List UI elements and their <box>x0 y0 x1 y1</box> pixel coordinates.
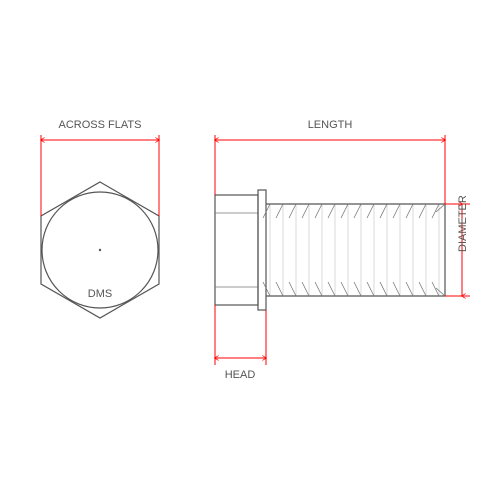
dim-head: HEAD <box>215 305 266 381</box>
label-dms: DMS <box>88 288 112 300</box>
threads <box>263 204 439 296</box>
dim-length: LENGTH <box>215 119 445 204</box>
shank-outline <box>266 204 445 296</box>
label-across-flats: ACROSS FLATS <box>59 119 142 131</box>
dim-diameter: DIAMETER <box>445 195 470 296</box>
dim-across-flats: ACROSS FLATS <box>41 119 159 216</box>
label-diameter: DIAMETER <box>457 195 469 252</box>
center-mark <box>99 249 101 251</box>
label-length: LENGTH <box>308 119 353 131</box>
side-view <box>215 190 445 310</box>
label-head: HEAD <box>225 369 256 381</box>
head-side <box>215 195 258 305</box>
flange <box>258 190 266 310</box>
